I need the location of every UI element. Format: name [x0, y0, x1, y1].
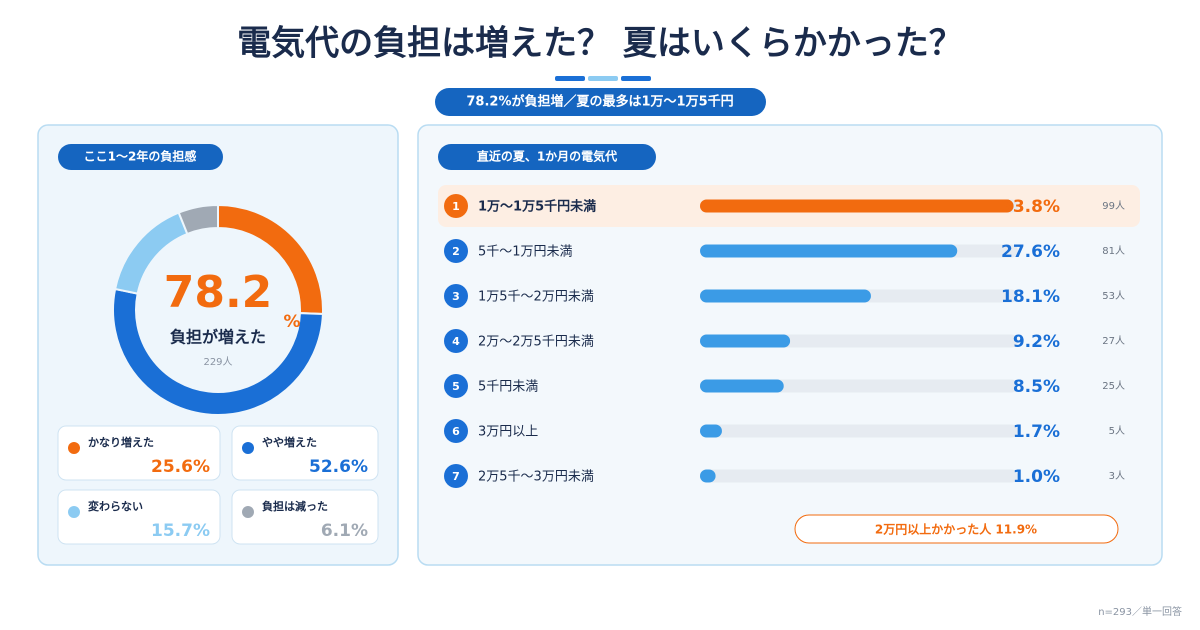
bar-track — [700, 424, 1018, 438]
count-label: 53人 — [1102, 290, 1125, 302]
legend-card — [231, 425, 379, 481]
center-value: 78.2 — [164, 267, 273, 318]
bar — [700, 379, 784, 393]
legend-value: 6.1% — [321, 521, 368, 541]
rank: 2 — [452, 245, 460, 258]
bar — [700, 289, 871, 303]
rank-badge — [444, 374, 468, 398]
legend-card — [57, 425, 221, 481]
category-label: 2万5千〜3万円未満 — [478, 470, 594, 485]
donut-title: ここ1〜2年の負担感 — [84, 149, 197, 164]
rank: 3 — [452, 290, 460, 303]
annotation-box — [794, 514, 1119, 544]
center-unit: % — [283, 312, 300, 332]
legend-label: やや増えた — [262, 435, 317, 449]
legend-card — [57, 489, 221, 545]
count-label: 5人 — [1109, 425, 1125, 437]
count-label: 27人 — [1102, 335, 1125, 347]
subtitle-pill — [435, 88, 766, 116]
decoration — [555, 76, 585, 81]
rank: 7 — [452, 470, 460, 483]
legend-value: 15.7% — [151, 521, 210, 541]
legend-card — [231, 489, 379, 545]
annotation: 2万円以上かかった人 11.9% — [875, 522, 1037, 537]
rank: 5 — [452, 380, 460, 393]
donut-segment — [177, 203, 219, 236]
count-label: 99人 — [1102, 200, 1125, 212]
legend-label: 負担は減った — [262, 499, 328, 513]
category-label: 5千円未満 — [478, 380, 538, 395]
value-label: 18.1% — [1001, 287, 1060, 307]
subtitle: 78.2%が負担増／夏の最多は1万〜1万5千円 — [466, 94, 733, 110]
legend-label: 変わらない — [88, 499, 143, 513]
count-label: 3人 — [1109, 470, 1125, 482]
bar — [700, 334, 791, 348]
legend-value: 52.6% — [309, 457, 368, 477]
rank-badge — [444, 464, 468, 488]
bar-track — [700, 469, 1018, 483]
page-title: 電気代の負担は増えた？ 夏はいくらかかった？ — [237, 24, 963, 64]
legend-dot — [68, 506, 80, 518]
rank-badge — [444, 284, 468, 308]
bar — [700, 199, 1014, 213]
donut-segment — [112, 287, 324, 416]
value-label: 27.6% — [1001, 242, 1060, 262]
panel-label-pill — [438, 144, 656, 170]
count-label: 81人 — [1102, 245, 1125, 257]
rank-badge — [444, 329, 468, 353]
rank-badge — [444, 239, 468, 263]
decoration — [588, 76, 618, 81]
footnote: n=293／単一回答 — [1098, 605, 1182, 618]
rank: 6 — [452, 425, 460, 438]
bar-title: 直近の夏、1か月の電気代 — [477, 149, 617, 164]
bar — [700, 244, 958, 258]
legend-dot — [68, 442, 80, 454]
category-label: 2万〜2万5千円未満 — [478, 335, 594, 350]
legend-dot — [242, 506, 254, 518]
decoration — [621, 76, 651, 81]
rank-badge — [444, 419, 468, 443]
value-label: 1.7% — [1013, 422, 1060, 442]
legend-dot — [242, 442, 254, 454]
category-label: 1万5千〜2万円未満 — [478, 290, 594, 305]
rank: 1 — [452, 200, 460, 213]
legend-value: 25.6% — [151, 457, 210, 477]
legend-label: かなり増えた — [88, 435, 154, 449]
center-count: 229人 — [203, 356, 232, 368]
category-label: 5千〜1万円未満 — [478, 245, 573, 260]
panel-label-pill — [58, 144, 223, 170]
value-label: 33.8% — [1001, 197, 1060, 217]
bar — [700, 424, 722, 438]
bar — [700, 469, 716, 483]
category-label: 3万円以上 — [478, 425, 538, 440]
count-label: 25人 — [1102, 380, 1125, 392]
value-label: 1.0% — [1013, 467, 1060, 487]
rank-badge — [444, 194, 468, 218]
category-label: 1万〜1万5千円未満 — [478, 199, 596, 215]
value-label: 8.5% — [1013, 377, 1060, 397]
rank: 4 — [452, 335, 460, 348]
center-label: 負担が増えた — [170, 328, 266, 347]
value-label: 9.2% — [1013, 332, 1060, 352]
